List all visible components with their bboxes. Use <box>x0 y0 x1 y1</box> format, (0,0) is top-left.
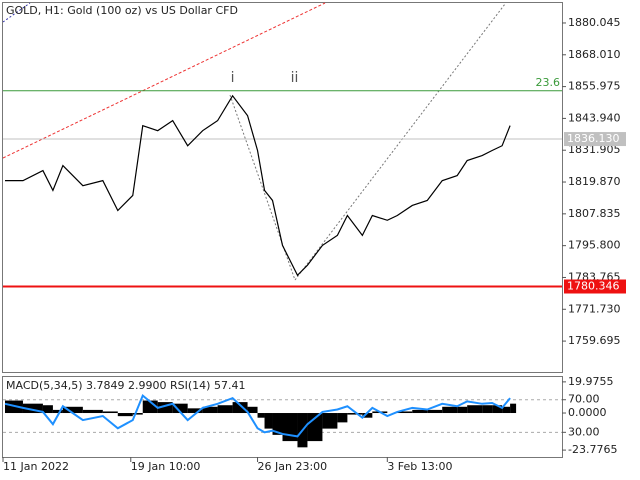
macd-bar <box>397 411 413 414</box>
x-tick-label: 11 Jan 2022 <box>3 460 69 473</box>
y-tick-label: 0.0000 <box>568 406 607 419</box>
macd-bar <box>510 403 517 414</box>
y-tick-label: 1819.870 <box>568 175 621 188</box>
y-tick-label: 19.9755 <box>568 375 614 388</box>
macd-bar <box>172 403 188 414</box>
y-tick-label: 1843.940 <box>568 111 621 124</box>
price-label: 1780.346 <box>567 280 620 293</box>
y-tick-label: 1807.835 <box>568 207 621 220</box>
macd-bar <box>482 405 493 414</box>
macd-bar <box>82 409 103 414</box>
macd-bar <box>427 409 443 414</box>
macd-bar <box>42 405 53 414</box>
macd-bar <box>337 413 348 423</box>
price-line-series <box>4 94 511 277</box>
macd-bar <box>132 413 143 415</box>
trend-line <box>2 2 326 159</box>
wave-label: i <box>231 70 235 86</box>
macd-bar <box>62 406 83 414</box>
macd-bar <box>347 413 363 415</box>
y-tick-label: 1759.695 <box>568 334 621 347</box>
macd-bar <box>264 413 273 429</box>
x-tick-label: 3 Feb 13:00 <box>387 460 452 473</box>
macd-bar <box>102 411 118 414</box>
price-label: 1836.130 <box>567 132 620 145</box>
x-tick-label: 19 Jan 10:00 <box>131 460 201 473</box>
macd-bar <box>157 402 173 414</box>
y-tick-label: 70.00 <box>568 393 600 406</box>
wave-label: ii <box>291 70 299 86</box>
main-panel <box>2 2 563 373</box>
wave-line <box>294 3 506 281</box>
macd-bar <box>412 409 428 414</box>
y-tick-label: 30.00 <box>568 425 600 438</box>
macd-bar <box>22 403 43 414</box>
macd-bar <box>232 402 248 414</box>
macd-bar <box>247 406 258 414</box>
macd-bar <box>457 406 468 414</box>
sub-panel <box>2 376 563 458</box>
fib-label: 23.6 <box>536 76 561 89</box>
macd-bar <box>217 405 233 414</box>
trend-line <box>2 2 31 23</box>
macd-bar <box>187 408 203 414</box>
macd-bar <box>52 409 63 414</box>
wave-line <box>229 94 296 281</box>
macd-bar <box>362 413 373 418</box>
macd-bar <box>492 405 503 414</box>
indicator-title: MACD(5,34,5) 3.7849 2.9900 RSI(14) 57.41 <box>6 379 245 392</box>
macd-bar <box>117 413 133 417</box>
macd-bar <box>442 406 458 414</box>
price-tag <box>564 279 626 294</box>
macd-bar <box>467 405 483 414</box>
chart-title: GOLD, H1: Gold (100 oz) vs US Dollar CFD <box>6 4 238 17</box>
rsi-line <box>4 394 511 438</box>
y-tick-label: 1771.730 <box>568 302 621 315</box>
macd-bar <box>202 406 218 414</box>
y-tick-label: 1855.975 <box>568 80 621 93</box>
macd-bar <box>322 413 338 429</box>
y-tick-label: 1795.800 <box>568 239 621 252</box>
y-tick-label: 1868.010 <box>568 48 621 61</box>
y-tick-label: -23.7765 <box>568 443 617 456</box>
macd-bar <box>257 413 265 418</box>
price-tag <box>564 132 626 147</box>
macd-bar <box>272 413 283 435</box>
y-tick-label: 1831.905 <box>568 143 621 156</box>
x-tick-label: 26 Jan 23:00 <box>258 460 328 473</box>
macd-bar <box>502 406 511 414</box>
y-tick-label: 1880.045 <box>568 16 621 29</box>
